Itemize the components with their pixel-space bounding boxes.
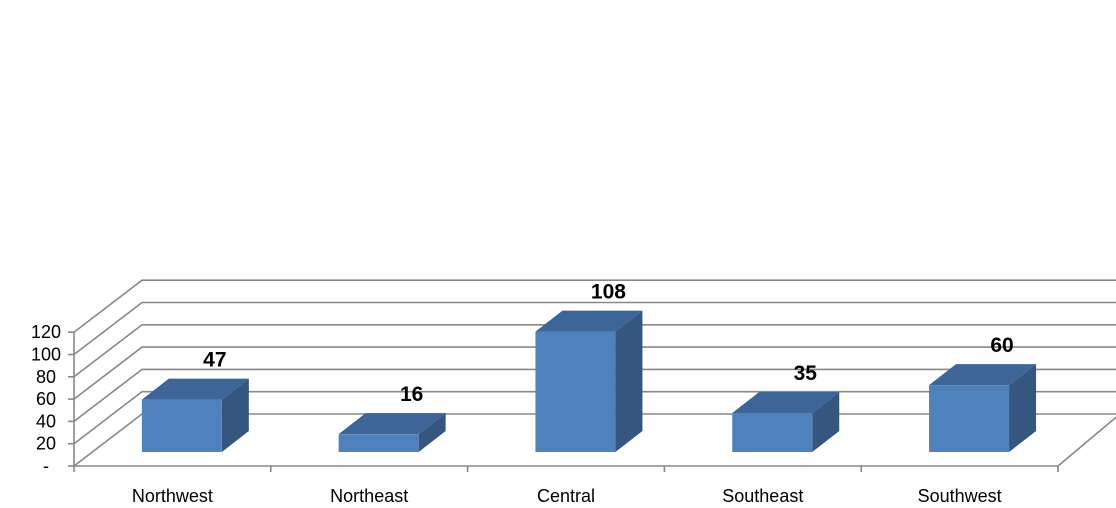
floor-right-edge xyxy=(1057,416,1116,467)
bar-northeast xyxy=(338,413,446,452)
bar-side xyxy=(418,413,446,452)
bar-side xyxy=(221,378,249,452)
x-tick-label: Central xyxy=(537,486,595,506)
bars xyxy=(141,310,1037,452)
gridlines xyxy=(73,279,1116,467)
bar-top xyxy=(535,310,643,332)
bar-central xyxy=(535,310,643,452)
y-tick-label: 60 xyxy=(36,389,56,409)
bar-top xyxy=(929,364,1037,386)
bar-side xyxy=(812,391,840,452)
bar-front xyxy=(535,331,616,452)
gridline xyxy=(73,323,1116,378)
data-label: 16 xyxy=(400,383,423,406)
x-tick-label: Northeast xyxy=(330,486,408,506)
y-tick-label: - xyxy=(43,456,49,476)
data-labels: 47 16 108 35 60 xyxy=(203,281,1014,407)
bar-top xyxy=(338,413,446,435)
data-label: 35 xyxy=(794,362,818,385)
bar-front xyxy=(929,385,1010,452)
data-label: 108 xyxy=(591,281,626,304)
gridline xyxy=(73,368,1116,423)
y-tick-label: 80 xyxy=(36,367,56,387)
x-axis-ticks: Northwest Northeast Central Southeast Southw… xyxy=(73,466,1059,506)
data-label: 60 xyxy=(990,334,1013,357)
bar-top xyxy=(732,391,840,413)
bar-front xyxy=(141,399,222,452)
bar-northwest xyxy=(141,378,249,452)
bar-front xyxy=(732,412,813,452)
gridline xyxy=(73,301,1116,356)
y-tick-label: 40 xyxy=(36,411,56,431)
x-tick-label: Southwest xyxy=(918,486,1002,506)
y-tick-label: 100 xyxy=(31,345,61,365)
gridline xyxy=(73,279,1116,333)
bar-southeast xyxy=(732,391,840,452)
bar-top xyxy=(141,378,249,400)
gridline xyxy=(73,346,1116,400)
y-tick-label: 120 xyxy=(31,322,61,342)
bar-front xyxy=(338,434,419,452)
bar-side xyxy=(615,310,643,452)
gridline xyxy=(73,390,1116,445)
x-tick-label: Northwest xyxy=(132,486,213,506)
bar-southwest xyxy=(929,364,1037,452)
y-tick-label: 20 xyxy=(36,434,56,454)
bar-side xyxy=(1009,364,1037,452)
data-label: 47 xyxy=(203,349,226,372)
x-tick-label: Southeast xyxy=(722,486,803,506)
